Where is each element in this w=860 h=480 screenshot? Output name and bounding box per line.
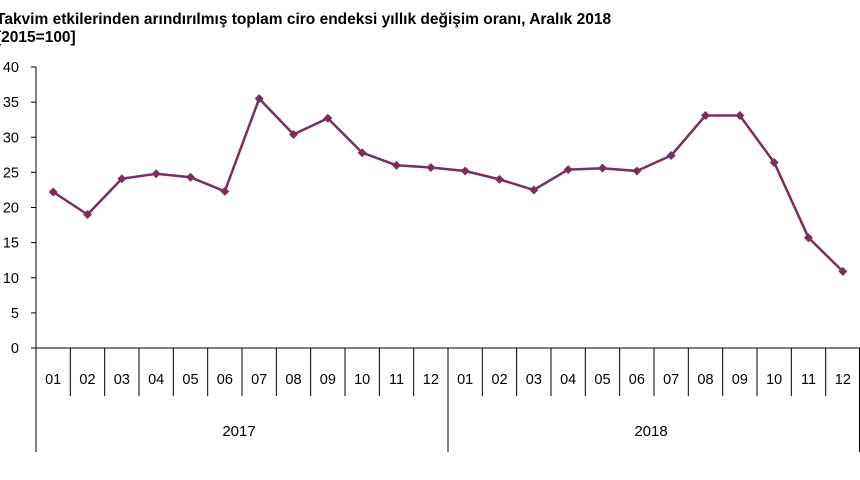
data-point-marker bbox=[289, 129, 298, 139]
x-tick-label: 06 bbox=[629, 372, 645, 388]
x-tick-label: 10 bbox=[354, 372, 370, 388]
year-label: 2018 bbox=[634, 423, 667, 440]
y-tick-label: 30 bbox=[3, 130, 19, 146]
x-tick-label: 10 bbox=[766, 372, 782, 388]
y-tick-label: 20 bbox=[3, 201, 19, 217]
x-tick-label: 02 bbox=[79, 372, 95, 388]
data-point-marker bbox=[769, 158, 779, 168]
y-tick-label: 5 bbox=[11, 306, 19, 322]
x-tick-label: 12 bbox=[423, 372, 439, 388]
x-tick-label: 12 bbox=[835, 372, 851, 388]
data-point-marker bbox=[666, 151, 676, 161]
data-point-marker bbox=[563, 165, 573, 175]
data-point-marker bbox=[323, 113, 333, 123]
data-point-marker bbox=[529, 185, 539, 195]
chart-title: Takvim etkilerinden arındırılmış toplam … bbox=[0, 11, 612, 28]
data-point-marker bbox=[701, 110, 710, 120]
x-tick-label: 09 bbox=[732, 372, 748, 388]
data-point-marker bbox=[254, 94, 264, 104]
data-point-marker bbox=[151, 169, 161, 179]
data-point-marker bbox=[392, 160, 401, 170]
y-tick-label: 15 bbox=[3, 236, 19, 252]
series-line bbox=[52, 97, 844, 273]
x-tick-label: 07 bbox=[251, 372, 267, 388]
data-point-marker bbox=[838, 266, 848, 276]
x-tick-label: 03 bbox=[526, 372, 542, 388]
x-tick-label: 04 bbox=[560, 372, 576, 388]
x-tick-label: 01 bbox=[457, 372, 473, 388]
data-point-marker bbox=[83, 210, 92, 220]
x-tick-label: 01 bbox=[45, 372, 61, 388]
data-point-marker bbox=[220, 186, 230, 196]
data-point-marker bbox=[426, 162, 436, 172]
chart-subtitle: [2015=100] bbox=[0, 29, 76, 46]
x-tick-label: 09 bbox=[320, 372, 336, 388]
x-tick-label: 06 bbox=[217, 372, 233, 388]
y-tick-label: 35 bbox=[3, 95, 19, 111]
y-tick-label: 40 bbox=[3, 60, 19, 76]
year-label: 2017 bbox=[222, 423, 255, 440]
data-point-marker bbox=[632, 166, 642, 176]
x-tick-label: 07 bbox=[663, 372, 679, 388]
data-point-marker bbox=[357, 148, 367, 158]
y-tick-label: 10 bbox=[3, 271, 19, 287]
data-point-marker bbox=[495, 174, 504, 184]
x-tick-label: 08 bbox=[285, 372, 301, 388]
x-tick-label: 04 bbox=[148, 372, 164, 388]
x-tick-label: 05 bbox=[182, 372, 198, 388]
x-tick-label: 11 bbox=[801, 372, 816, 388]
y-tick-label: 25 bbox=[3, 165, 19, 181]
data-point-marker bbox=[186, 172, 195, 182]
y-tick-label: 0 bbox=[11, 341, 19, 357]
data-point-marker bbox=[598, 163, 607, 173]
data-point-marker bbox=[48, 187, 58, 197]
data-point-marker bbox=[117, 174, 127, 184]
x-tick-label: 05 bbox=[594, 372, 610, 388]
x-tick-label: 03 bbox=[114, 372, 130, 388]
x-tick-label: 11 bbox=[389, 372, 404, 388]
x-tick-label: 02 bbox=[491, 372, 507, 388]
data-point-marker bbox=[804, 233, 813, 243]
data-point-marker bbox=[460, 166, 470, 176]
x-tick-label: 08 bbox=[697, 372, 713, 388]
data-point-marker bbox=[735, 110, 745, 120]
